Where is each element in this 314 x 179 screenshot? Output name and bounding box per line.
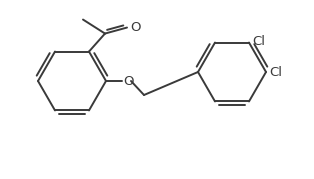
Text: Cl: Cl — [269, 66, 282, 79]
Text: Cl: Cl — [252, 35, 265, 48]
Text: O: O — [123, 74, 133, 88]
Text: O: O — [130, 21, 140, 34]
